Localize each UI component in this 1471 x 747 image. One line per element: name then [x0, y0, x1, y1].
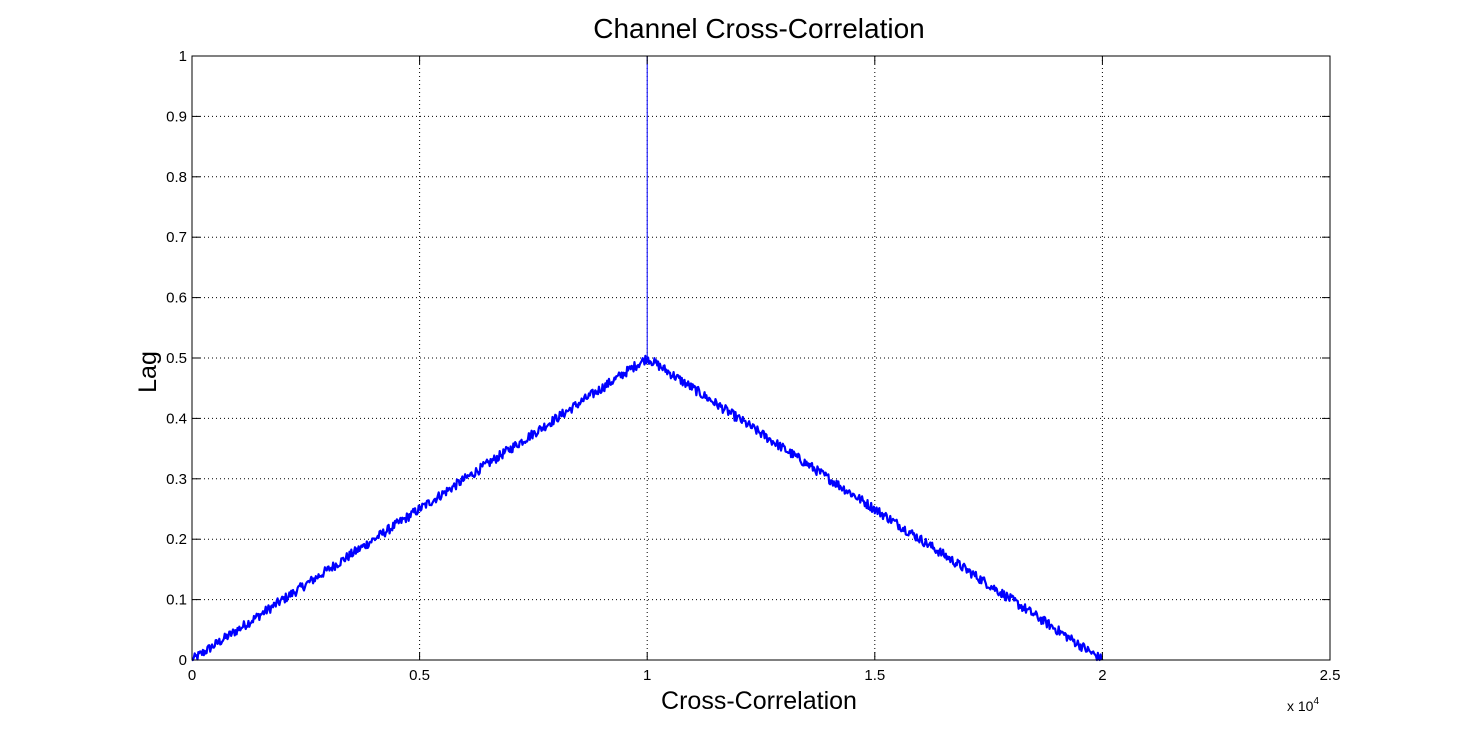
x-tick-label: 1	[643, 667, 651, 684]
y-tick-label: 0.4	[166, 410, 187, 427]
x-exponent-label: x 104	[1287, 696, 1319, 714]
ticks	[191, 55, 1331, 661]
chart-title: Channel Cross-Correlation	[593, 13, 924, 44]
x-tick-label: 2.5	[1320, 667, 1341, 684]
y-tick-label: 0.6	[166, 290, 187, 307]
x-tick-label: 0.5	[409, 667, 430, 684]
y-tick-label: 1	[179, 48, 187, 65]
y-tick-labels: 0 0.1 0.2 0.3 0.4 0.5 0.6 0.7 0.8 0.9 1	[166, 48, 187, 669]
y-axis-label: Lag	[134, 351, 162, 393]
x-axis-label: Cross-Correlation	[661, 687, 857, 715]
x-tick-label: 0	[188, 667, 196, 684]
series-line	[191, 354, 1104, 662]
x-exponent-power: 4	[1313, 696, 1319, 707]
y-tick-label: 0.8	[166, 169, 187, 186]
x-tick-labels: 0 0.5 1 1.5 2 2.5	[188, 667, 1341, 684]
x-tick-label: 1.5	[864, 667, 885, 684]
y-tick-label: 0.2	[166, 531, 187, 548]
x-exponent-base: x 10	[1287, 698, 1314, 714]
x-tick-label: 2	[1098, 667, 1106, 684]
y-tick-label: 0.9	[166, 108, 187, 125]
y-tick-label: 0.1	[166, 592, 187, 609]
y-tick-label: 0.3	[166, 471, 187, 488]
y-tick-label: 0.5	[166, 350, 187, 367]
grid	[192, 56, 1330, 660]
y-tick-label: 0.7	[166, 229, 187, 246]
y-tick-label: 0	[179, 652, 187, 669]
series-layer	[191, 56, 1104, 662]
